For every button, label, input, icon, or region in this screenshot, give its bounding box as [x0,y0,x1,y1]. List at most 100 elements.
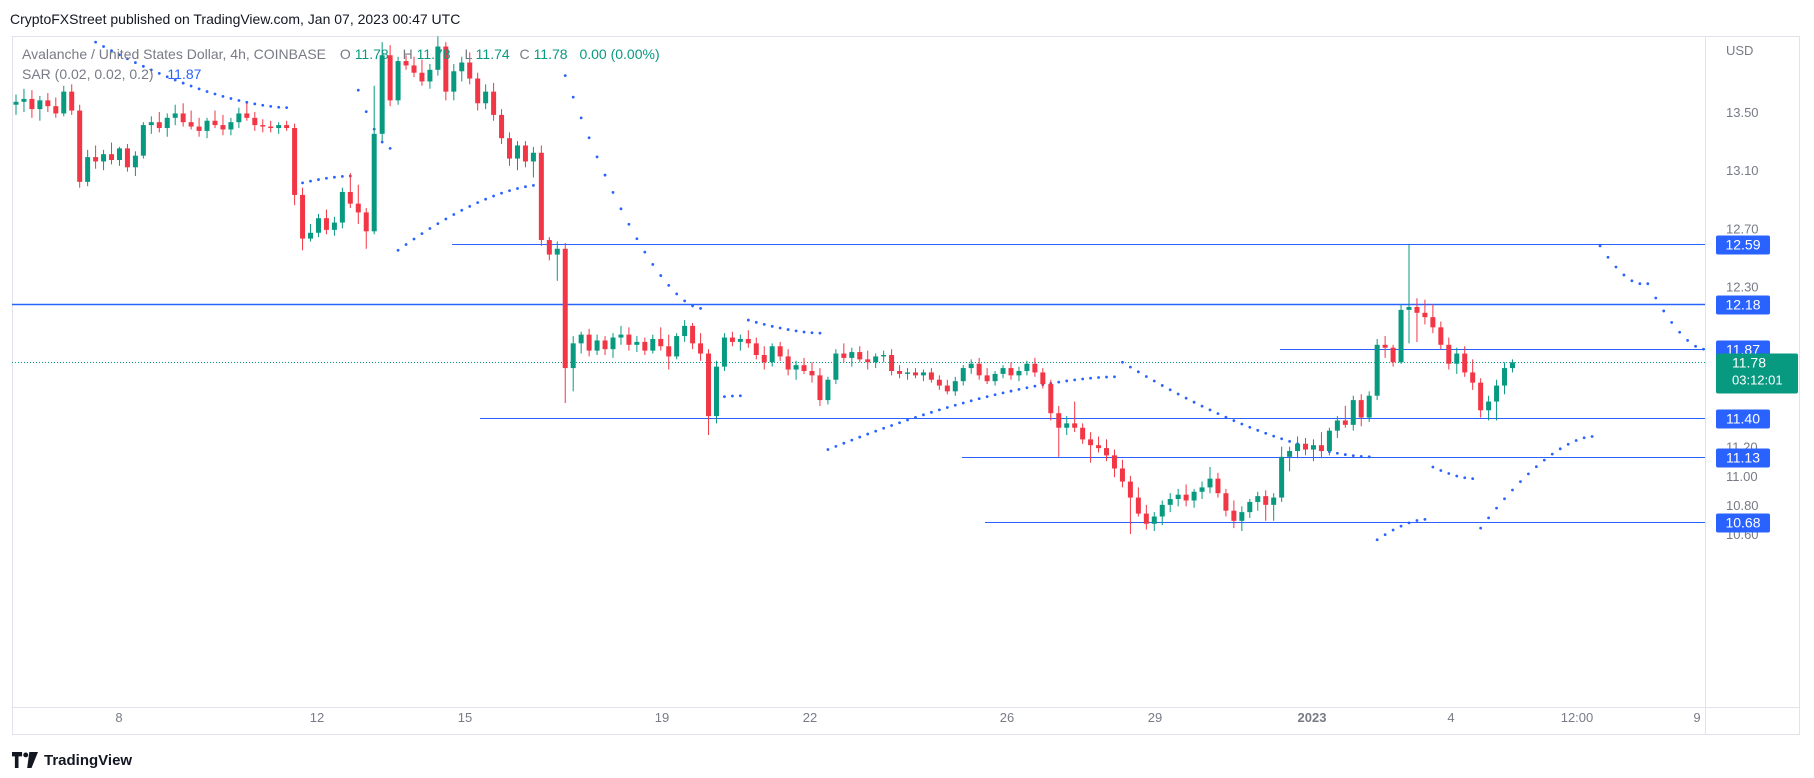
sar-dot [1121,360,1124,364]
sar-dot [1495,506,1498,510]
candle-body [530,152,536,162]
time-tick-label: 19 [655,710,669,725]
legend-close-label: C [520,46,530,62]
candle-body [1374,344,1380,396]
sar-dot [1033,384,1037,388]
sar-dot [922,413,925,417]
candle-body [1494,385,1500,402]
sar-dot [1152,379,1156,383]
candle-body [228,122,234,130]
candle-body [737,338,743,342]
sar-dot [930,410,933,414]
candle-body [1127,481,1133,498]
candle-body [355,203,361,213]
time-tick-label: 4 [1447,710,1454,725]
sar-dot [1399,524,1403,528]
sar-dot [890,424,893,427]
candle-body [1072,423,1078,428]
sar-dot [1280,437,1284,441]
sar-dot [802,330,806,334]
candle-body [323,218,329,230]
candle-body [753,343,759,355]
candle-body [1167,499,1173,505]
sar-dot [675,292,679,296]
level-label-text: 12.18 [1725,297,1760,313]
sar-dot [325,176,328,180]
candle-body [411,65,417,73]
sar-dot [858,435,862,439]
price-tick-label: 13.10 [1726,163,1759,178]
sar-dot [969,399,973,403]
candle-body [1342,420,1348,425]
sar-dot [810,331,814,335]
sar-dot [157,72,161,75]
sar-dot [396,248,400,252]
candle-body [1326,430,1332,452]
candle-body [451,71,457,92]
sar-dot [452,213,456,216]
candle-body [196,126,202,131]
candle-body [801,365,807,371]
time-tick-label: 8 [115,710,122,725]
last-price-label[interactable]: 11.78 03:12:01 [1716,353,1798,394]
sar-dot [1574,439,1578,442]
candle-body [1462,353,1468,373]
horizontal-levels[interactable] [12,244,1705,523]
sar-dot [1144,375,1148,378]
candle-body [729,337,735,342]
sar-dot [842,441,846,445]
candle-body [777,346,783,357]
candle-body [1096,445,1102,449]
sar-dot [141,64,145,68]
sar-dot [500,191,503,195]
candle-body [690,325,696,344]
candle-body [905,372,911,374]
sar-dot [1670,321,1674,324]
sar-dot [1113,375,1116,379]
sar-dot [794,329,798,333]
sar-dot [1192,400,1196,404]
sar-dot [1511,488,1514,492]
sar-dot [1129,365,1132,369]
sar-dot [826,448,830,451]
candle-body [1454,353,1460,364]
time-tick-label: 29 [1148,710,1162,725]
candle-body [21,98,27,102]
candle-body [77,110,83,182]
candle-body [912,372,918,376]
sar-dot [1542,458,1546,462]
sar-dot [619,207,623,211]
candle-body [300,194,306,239]
sar-dot [834,444,838,448]
candle-body [674,336,680,357]
sar-dot [977,397,981,401]
candle-body [1287,451,1293,457]
candle-body [626,334,632,345]
sar-dot [1503,497,1506,501]
candle-body [1430,317,1436,328]
level-label-text: 10.68 [1725,515,1760,531]
price-tick-label: 12.30 [1726,280,1759,295]
candle-body [101,154,107,162]
sar-dot [1702,347,1705,351]
sar-dot [1009,389,1013,393]
sar-dot [516,187,519,190]
candle-body [61,91,67,114]
sar-dot [508,189,511,193]
candle-body [1334,420,1340,431]
candle-body [483,91,489,104]
last-price-value: 11.78 [1732,355,1766,371]
candle-body [841,353,847,358]
candle-body [1295,443,1301,452]
sar-dot [1168,388,1172,392]
candle-body [491,91,497,115]
candle-body [1143,513,1149,524]
price-tick-label: 10.80 [1726,498,1759,513]
level-label-text: 11.13 [1726,450,1760,466]
sar-dot [595,155,599,159]
sar-dot [579,116,583,120]
candle-body [1175,494,1181,500]
sar-dot [420,232,424,236]
candle-body [1486,401,1492,411]
